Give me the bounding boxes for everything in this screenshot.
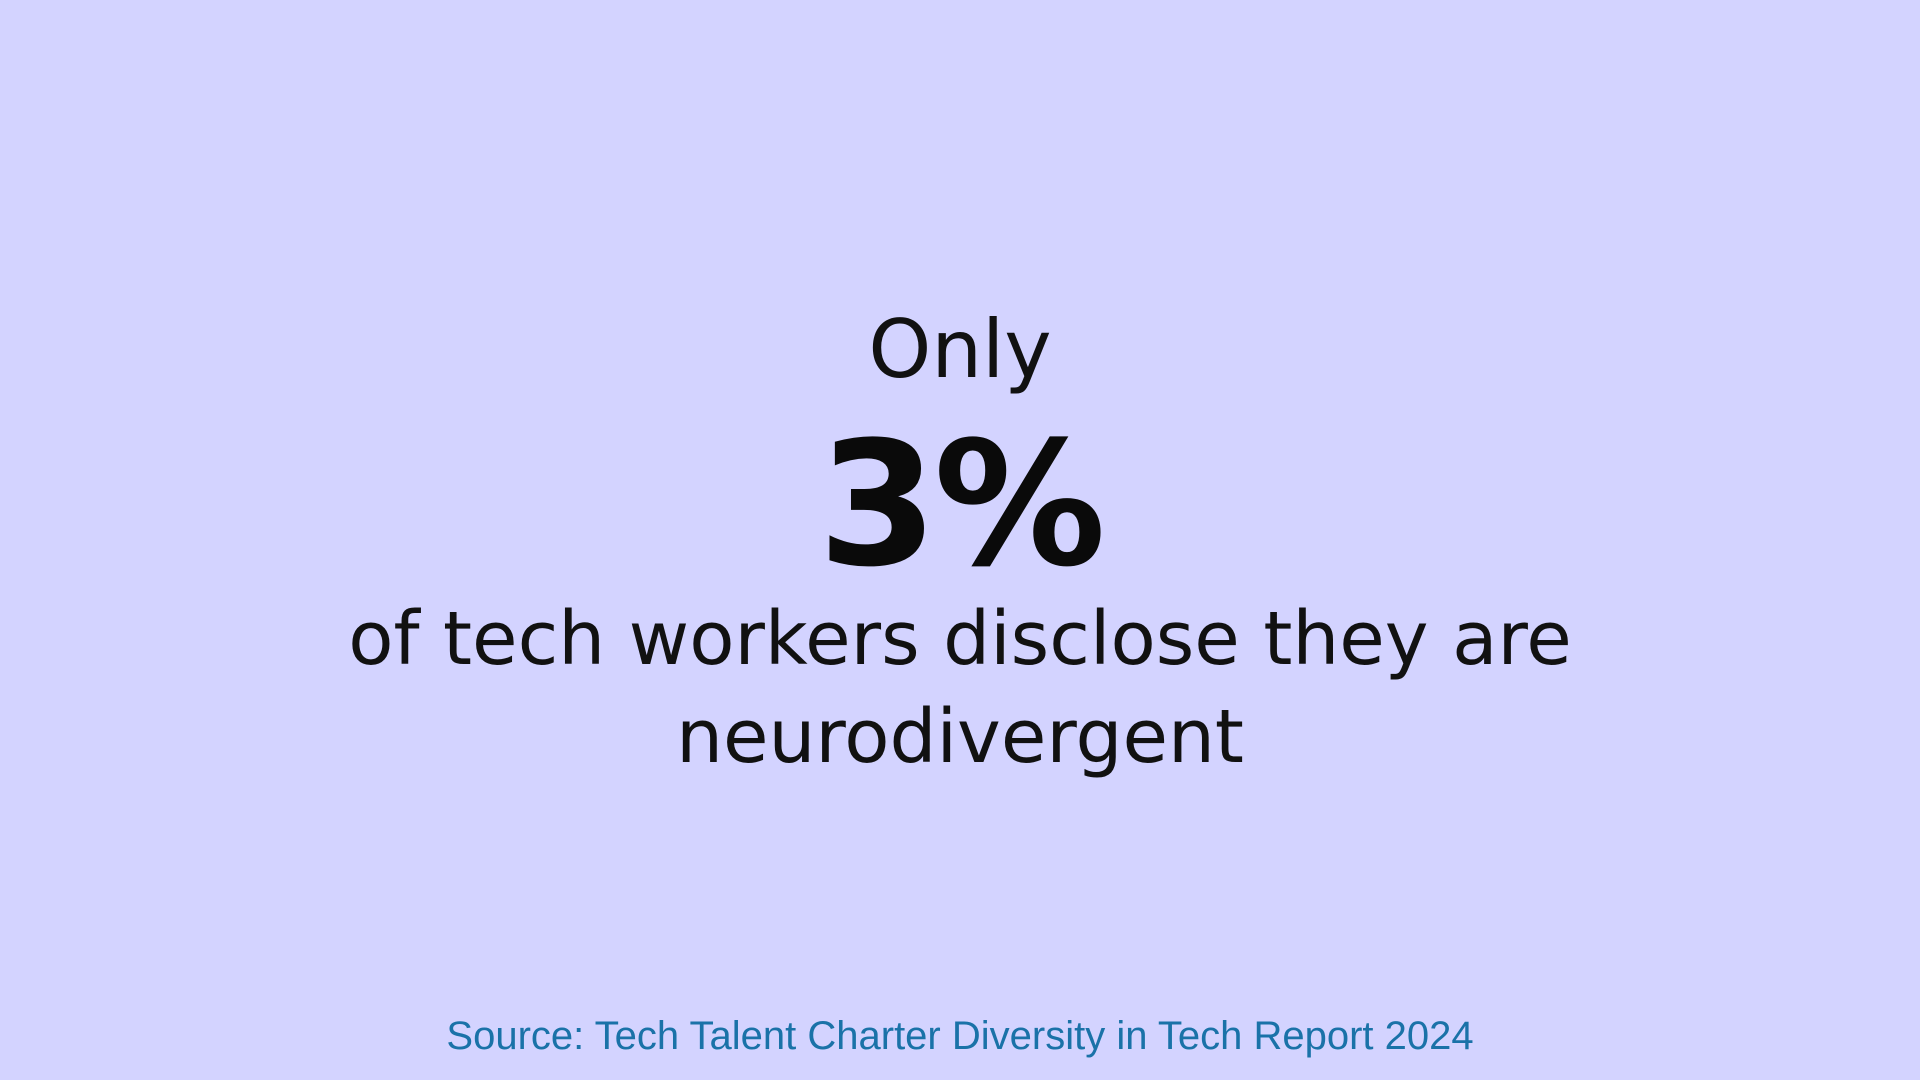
stat-statement: of tech workers disclose they are neurod… [348, 596, 1572, 780]
stat-value: 3% [817, 404, 1106, 605]
stat-prefix: Only [868, 303, 1052, 396]
source-citation: Source: Tech Talent Charter Diversity in… [446, 1014, 1474, 1058]
